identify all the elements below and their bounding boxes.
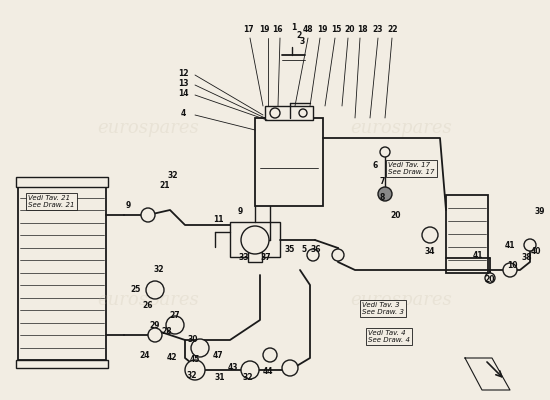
Text: 16: 16 — [272, 26, 282, 34]
Text: 36: 36 — [311, 246, 321, 254]
Bar — [446, 195, 488, 273]
Text: 11: 11 — [213, 216, 223, 224]
Text: 15: 15 — [331, 26, 341, 34]
Text: 43: 43 — [228, 364, 238, 372]
Text: 44: 44 — [263, 368, 273, 376]
Text: 22: 22 — [388, 26, 398, 34]
Circle shape — [146, 281, 164, 299]
Text: 1: 1 — [292, 24, 296, 32]
Text: 17: 17 — [243, 26, 254, 34]
Text: 32: 32 — [154, 266, 164, 274]
Text: eurospares: eurospares — [98, 119, 199, 137]
Text: Vedi Tav. 3
See Draw. 3: Vedi Tav. 3 See Draw. 3 — [362, 302, 404, 315]
Text: 33: 33 — [239, 254, 249, 262]
Text: 9: 9 — [125, 200, 131, 210]
Bar — [255, 118, 323, 206]
Circle shape — [241, 226, 269, 254]
Circle shape — [185, 360, 205, 380]
Text: 20: 20 — [345, 26, 355, 34]
Text: 23: 23 — [373, 26, 383, 34]
Circle shape — [378, 187, 392, 201]
Circle shape — [524, 239, 536, 251]
Text: Vedi Tav. 17
See Draw. 17: Vedi Tav. 17 See Draw. 17 — [388, 162, 435, 175]
Circle shape — [282, 360, 298, 376]
Text: 41: 41 — [505, 240, 515, 250]
Text: 34: 34 — [425, 248, 435, 256]
Text: 47: 47 — [213, 350, 223, 360]
Text: 39: 39 — [535, 208, 545, 216]
Text: 29: 29 — [150, 320, 160, 330]
Text: 7: 7 — [379, 178, 384, 186]
Circle shape — [307, 249, 319, 261]
Text: 9: 9 — [238, 208, 243, 216]
Text: 4: 4 — [180, 108, 186, 118]
Text: 32: 32 — [168, 170, 178, 180]
Circle shape — [263, 348, 277, 362]
Text: 3: 3 — [299, 38, 305, 46]
Text: 26: 26 — [143, 300, 153, 310]
Text: 37: 37 — [261, 254, 271, 262]
Text: 19: 19 — [317, 26, 327, 34]
Text: 27: 27 — [170, 312, 180, 320]
Text: 41: 41 — [473, 250, 483, 260]
Bar — [248, 252, 262, 262]
Text: 19: 19 — [258, 26, 270, 34]
Circle shape — [141, 208, 155, 222]
Text: 28: 28 — [162, 328, 172, 336]
Circle shape — [191, 339, 209, 357]
Text: 2: 2 — [296, 30, 301, 40]
Bar — [18, 185, 106, 360]
Text: 10: 10 — [507, 260, 517, 270]
Text: 8: 8 — [379, 194, 384, 202]
Bar — [230, 222, 280, 257]
Circle shape — [270, 108, 280, 118]
Bar — [16, 177, 108, 187]
Text: 48: 48 — [302, 26, 313, 34]
Text: 20: 20 — [390, 210, 402, 220]
Text: eurospares: eurospares — [351, 119, 452, 137]
Circle shape — [332, 249, 344, 261]
Circle shape — [503, 263, 517, 277]
Text: 32: 32 — [243, 374, 253, 382]
Text: eurospares: eurospares — [351, 291, 452, 309]
Text: 40: 40 — [531, 248, 541, 256]
Circle shape — [380, 147, 390, 157]
Text: 42: 42 — [167, 354, 177, 362]
Text: Vedi Tav. 4
See Draw. 4: Vedi Tav. 4 See Draw. 4 — [368, 330, 410, 343]
Bar — [265, 106, 313, 120]
Text: 14: 14 — [178, 88, 188, 98]
Circle shape — [241, 361, 259, 379]
Text: 5: 5 — [301, 246, 306, 254]
Text: eurospares: eurospares — [98, 291, 199, 309]
Bar — [16, 360, 108, 368]
Text: 18: 18 — [357, 26, 367, 34]
Text: 30: 30 — [188, 336, 198, 344]
Text: 20: 20 — [485, 276, 495, 284]
Circle shape — [166, 316, 184, 334]
Circle shape — [422, 227, 438, 243]
Text: 38: 38 — [522, 254, 532, 262]
Text: 25: 25 — [131, 286, 141, 294]
Text: 35: 35 — [285, 246, 295, 254]
Text: 6: 6 — [372, 160, 378, 170]
Circle shape — [485, 273, 495, 283]
Text: 32: 32 — [187, 370, 197, 380]
Text: 13: 13 — [178, 78, 188, 88]
Circle shape — [299, 109, 307, 117]
Text: 45: 45 — [190, 356, 200, 364]
Text: 21: 21 — [160, 180, 170, 190]
Text: 31: 31 — [214, 374, 225, 382]
Text: Vedi Tav. 21
See Draw. 21: Vedi Tav. 21 See Draw. 21 — [28, 195, 74, 208]
Circle shape — [148, 328, 162, 342]
Text: 12: 12 — [178, 68, 188, 78]
Text: 24: 24 — [140, 350, 150, 360]
